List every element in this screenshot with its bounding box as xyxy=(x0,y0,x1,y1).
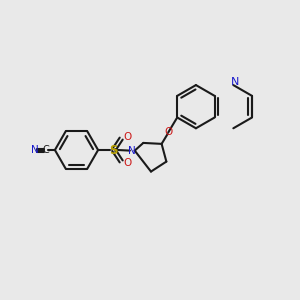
Text: C: C xyxy=(43,145,49,155)
Text: N: N xyxy=(231,77,239,87)
Text: O: O xyxy=(123,132,131,142)
Text: N: N xyxy=(31,145,38,155)
Text: O: O xyxy=(123,158,131,168)
Text: O: O xyxy=(164,128,172,137)
Text: N: N xyxy=(128,146,136,156)
Text: S: S xyxy=(110,143,118,157)
